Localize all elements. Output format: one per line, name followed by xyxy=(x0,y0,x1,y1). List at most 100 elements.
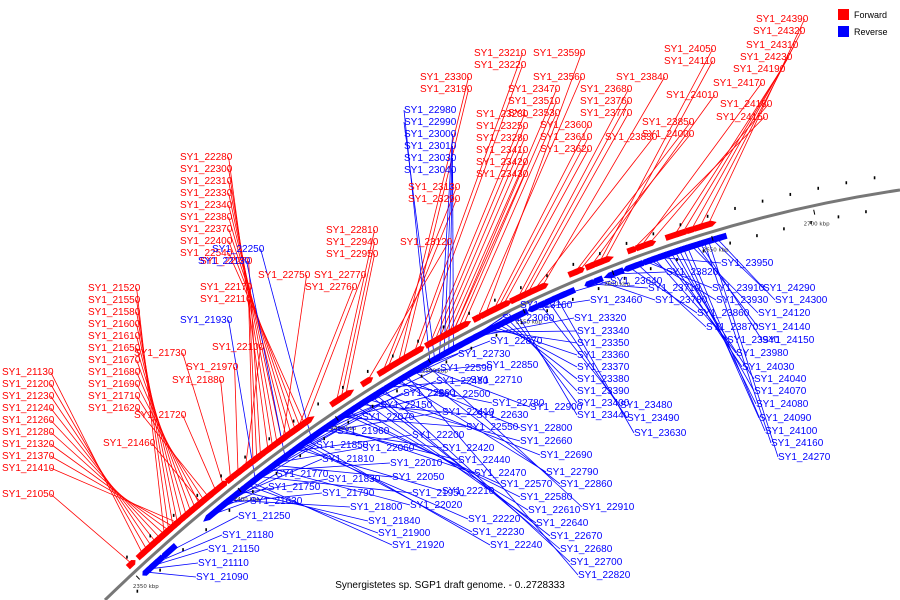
marker-tick xyxy=(417,339,419,343)
tick-label: 2350 kbp xyxy=(133,584,159,590)
forward-gene-label: SY1_21130 xyxy=(2,367,54,378)
marker-tick xyxy=(196,493,199,497)
reverse-leader-line xyxy=(246,260,286,458)
reverse-gene-label: SY1_23030 xyxy=(404,153,457,164)
marker-tick xyxy=(789,192,792,196)
forward-gene-label: SY1_23420 xyxy=(476,157,529,168)
marker-tick xyxy=(317,402,319,406)
forward-leader-line xyxy=(228,216,292,434)
forward-gene-label: SY1_23600 xyxy=(540,120,593,131)
forward-leader-line xyxy=(282,274,307,439)
forward-leader-line xyxy=(498,136,589,308)
marker-tick xyxy=(149,534,152,538)
forward-leader-line xyxy=(477,76,582,319)
reverse-leader-line xyxy=(422,366,531,408)
marker-tick xyxy=(845,181,848,185)
label-leader-lines xyxy=(50,18,805,578)
reverse-leader-line xyxy=(368,399,521,442)
forward-gene-label: SY1_23300 xyxy=(420,72,473,83)
marker-tick xyxy=(136,589,139,593)
reverse-leader-line xyxy=(708,240,779,458)
reverse-leader-line xyxy=(387,379,471,388)
reverse-leader-line xyxy=(452,169,454,349)
reverse-leader-line xyxy=(403,121,436,360)
reverse-leader-line xyxy=(712,239,764,289)
marker-tick xyxy=(546,309,548,313)
marker-tick xyxy=(810,221,812,225)
forward-gene-label: SY1_21610 xyxy=(88,331,141,342)
tick-label: 2400 kbp xyxy=(234,497,260,503)
forward-leader-line xyxy=(234,366,239,473)
forward-leader-line xyxy=(50,443,169,531)
reverse-gene-label: SY1_22910 xyxy=(582,502,635,513)
reverse-gene-label: SY1_22900 xyxy=(530,402,583,413)
marker-tick xyxy=(495,333,498,337)
reverse-gene-label: SY1_23440 xyxy=(577,410,630,421)
reverse-gene-label: SY1_23390 xyxy=(577,386,630,397)
reverse-gene-label: SY1_24150 xyxy=(762,335,815,346)
forward-gene-label: SY1_21620 xyxy=(88,403,141,414)
forward-leader-line xyxy=(297,286,354,428)
forward-gene-label: SY1_23210 xyxy=(474,48,527,59)
reverse-leader-line xyxy=(247,484,379,534)
forward-gene-label: SY1_22310 xyxy=(180,176,233,187)
reverse-gene-label: SY1_22780 xyxy=(492,398,545,409)
reverse-gene-label: SY1_23010 xyxy=(404,141,457,152)
reverse-gene-label: SY1_23400 xyxy=(577,398,630,409)
forward-gene-label: SY1_21320 xyxy=(2,439,55,450)
gene-features xyxy=(125,176,876,593)
reverse-gene-label: SY1_22690 xyxy=(540,450,593,461)
reverse-gene-label: SY1_22550 xyxy=(466,422,519,433)
forward-leader-line xyxy=(413,52,523,353)
tick-mark xyxy=(135,575,141,580)
marker-tick xyxy=(599,252,601,256)
forward-leader-line xyxy=(345,253,375,396)
reverse-gene-label: SY1_22710 xyxy=(470,375,523,386)
reverse-leader-line xyxy=(307,440,491,546)
forward-leader-line xyxy=(527,112,629,294)
reverse-leader-line xyxy=(348,411,521,498)
marker-tick xyxy=(182,548,184,552)
marker-tick xyxy=(244,455,246,459)
reverse-gene-label: SY1_21920 xyxy=(392,540,445,551)
forward-gene-label: SY1_22760 xyxy=(305,282,358,293)
forward-gene-label: SY1_23530 xyxy=(508,108,561,119)
marker-tick xyxy=(679,223,682,227)
forward-gene-label: SY1_21520 xyxy=(88,283,141,294)
marker-tick xyxy=(172,513,175,517)
reverse-gene-label: SY1_21800 xyxy=(350,502,403,513)
reverse-gene-label: SY1_22130 xyxy=(198,256,251,267)
reverse-leader-line xyxy=(303,442,473,533)
reverse-leader-line xyxy=(489,329,578,344)
forward-leader-line xyxy=(485,52,582,314)
forward-gene xyxy=(359,377,374,388)
reverse-leader-line xyxy=(146,571,197,578)
reverse-leader-line xyxy=(330,424,475,474)
marker-tick xyxy=(392,354,394,358)
reverse-gene-label: SY1_22410 xyxy=(442,407,495,418)
forward-gene-label: SY1_22110 xyxy=(200,294,252,305)
forward-gene-label: SY1_23610 xyxy=(540,132,593,143)
forward-gene-label: SY1_22300 xyxy=(180,164,233,175)
reverse-gene-label: SY1_21900 xyxy=(378,528,431,539)
reverse-leader-line xyxy=(233,458,323,498)
marker-tick xyxy=(292,419,295,423)
legend: Forward Reverse xyxy=(838,9,888,37)
reverse-gene xyxy=(632,260,645,269)
forward-leader-line xyxy=(366,241,449,382)
reverse-leader-line xyxy=(225,492,323,504)
reverse-gene-label: SY1_22250 xyxy=(212,244,265,255)
reverse-gene-label: SY1_22260 xyxy=(403,388,456,399)
reverse-leader-line xyxy=(716,238,776,301)
marker-tick xyxy=(625,241,628,245)
marker-tick xyxy=(520,286,522,290)
reverse-leader-line xyxy=(383,389,571,563)
forward-gene-label: SY1_23290 xyxy=(408,194,461,205)
forward-leader-line xyxy=(574,121,691,273)
forward-gene-label: SY1_24000 xyxy=(642,129,695,140)
forward-leader-line xyxy=(707,18,805,225)
reverse-gene-label: SY1_21790 xyxy=(322,488,375,499)
forward-leader-line xyxy=(228,204,287,437)
reverse-gene-label: SY1_22200 xyxy=(412,430,465,441)
forward-gene-label: SY1_21410 xyxy=(2,463,55,474)
